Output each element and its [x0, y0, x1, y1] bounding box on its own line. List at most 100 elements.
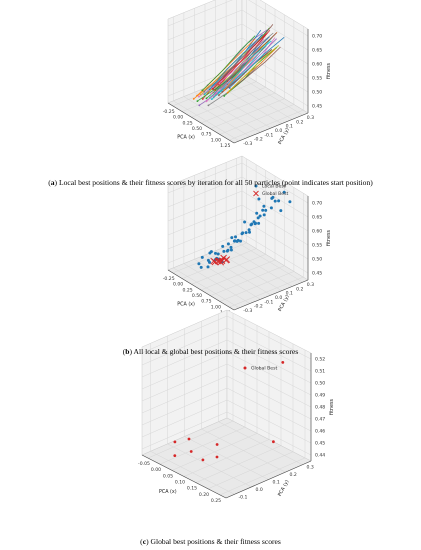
z-tick-label: 0.45 — [312, 104, 322, 110]
trajectory-start-point — [192, 98, 195, 100]
grid-line-y — [215, 166, 282, 291]
local-best-point — [264, 208, 268, 212]
local-best-point — [216, 252, 220, 256]
grid-line-x — [159, 319, 246, 465]
x-tick-label: 0.75 — [201, 299, 211, 305]
grid-line-x — [172, 158, 247, 274]
global-best-point — [281, 361, 285, 364]
grid-line-x — [219, 349, 306, 496]
trajectory-start-point — [210, 98, 213, 100]
local-best-point — [226, 248, 230, 252]
global-best-x-mark — [217, 258, 225, 266]
grid-line-z — [141, 363, 312, 408]
local-best-point — [282, 190, 286, 194]
caption-a: (a) Local best positions & their fitness… — [48, 178, 373, 187]
x-axis-label: PCA (x) — [159, 489, 177, 495]
trajectory-line — [218, 40, 272, 93]
local-best-point — [257, 197, 261, 201]
trajectory-start-point — [196, 100, 199, 102]
local-best-point — [279, 209, 283, 213]
local-best-point — [258, 214, 262, 218]
trajectory-start-point — [223, 89, 226, 91]
z-axis-label: fitness — [326, 230, 332, 246]
local-best-point — [255, 211, 259, 215]
x-axis-label: PCA (x) — [177, 302, 195, 308]
local-best-point — [230, 236, 234, 240]
grid-line-y — [150, 343, 235, 495]
caption-a-tag: a — [50, 178, 55, 187]
x-axis-line — [141, 454, 227, 499]
local-best-point — [269, 206, 273, 210]
grid-line-z — [141, 399, 312, 444]
trajectory-line — [211, 53, 265, 100]
local-best-point — [261, 208, 265, 212]
caption-c-tag: c — [142, 537, 147, 546]
local-best-point — [250, 222, 254, 226]
x-tick-label: 0.05 — [163, 473, 173, 479]
local-best-point — [199, 265, 203, 269]
grid-line-x — [207, 343, 294, 490]
grid-line-x — [191, 170, 266, 285]
z-tick-label: 0.48 — [315, 405, 325, 411]
local-best-point — [273, 199, 277, 203]
trajectory-start-point — [226, 80, 229, 82]
legend-label: Global Best — [251, 366, 277, 372]
grid-line-z — [141, 315, 312, 360]
y-tick-label: 0.3 — [307, 282, 314, 288]
local-best-point — [229, 248, 233, 252]
caption-a-text: Local best positions & their fitness sco… — [58, 178, 373, 187]
trajectory-start-point — [228, 90, 231, 92]
grid-line-z — [167, 204, 309, 246]
grid-line-z — [167, 37, 309, 79]
local-best-point — [229, 245, 233, 249]
z-tick-label: 0.70 — [312, 201, 322, 207]
y-axis-line — [233, 112, 309, 144]
local-best-point — [222, 249, 226, 253]
trajectory-line — [202, 35, 256, 91]
trajectory-start-point — [203, 93, 206, 95]
grid-line-x — [219, 187, 295, 302]
x-tick-label: 1.00 — [211, 137, 221, 143]
z-tick-label: 0.60 — [312, 62, 322, 68]
trajectory-line — [229, 45, 280, 92]
trajectory-start-point — [223, 95, 226, 97]
trajectory-start-point — [212, 88, 214, 90]
x-tick-label: 0.15 — [187, 486, 197, 492]
x-tick-label: 0.25 — [182, 120, 192, 126]
local-best-point — [232, 239, 236, 243]
legend-label: Local Best — [262, 184, 286, 190]
local-best-point — [248, 230, 251, 234]
x-tick-label: 0.10 — [175, 480, 185, 486]
x-tick-label: 0.75 — [201, 132, 211, 138]
y-tick-label: -0.2 — [254, 137, 263, 143]
x-tick-label: -0.25 — [163, 109, 175, 115]
z-axis-label: fitness — [329, 399, 335, 415]
y-tick-label: 0.3 — [307, 465, 314, 471]
global-best-point — [272, 440, 275, 444]
grid-line-z — [167, 9, 309, 51]
local-best-point — [277, 199, 281, 203]
y-tick-label: 0.0 — [275, 295, 282, 301]
z-tick-label: 0.50 — [315, 381, 325, 387]
z-tick-label: 0.65 — [312, 215, 322, 221]
trajectory-line — [230, 46, 281, 90]
caption-c: (c) Global best positions & their fitnes… — [140, 537, 281, 546]
local-best-point — [252, 220, 256, 224]
grid-line-x — [210, 181, 285, 296]
y-tick-label: 0.2 — [290, 472, 297, 478]
legend: Global Best — [243, 366, 277, 372]
x-axis-line — [167, 269, 235, 311]
z-tick-label: 0.70 — [312, 34, 322, 40]
grid-line-x — [195, 337, 282, 483]
grid-line-y — [173, 183, 240, 309]
z-axis-label: fitness — [326, 63, 332, 79]
z-tick-label: 0.55 — [312, 243, 322, 249]
z-tick-label: 0.55 — [312, 76, 322, 82]
legend-label: Global Best — [262, 191, 288, 197]
x-tick-label: -0.25 — [163, 276, 175, 282]
caption-b: (b) All local & global best positions & … — [122, 347, 299, 356]
x-tick-label: 0.00 — [151, 467, 161, 473]
chart-a-local-best-trajectories: -0.250.000.250.500.751.001.25 -0.3-0.2-0.… — [163, 0, 332, 149]
